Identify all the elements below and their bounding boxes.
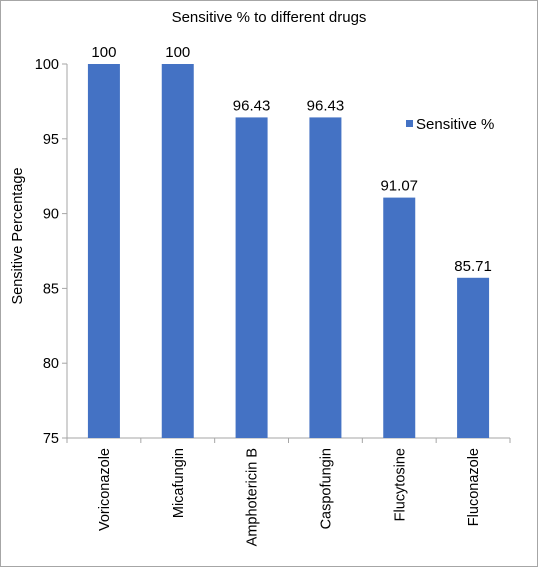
y-tick-label: 75 <box>43 431 59 447</box>
y-axis-label: Sensitive Percentage <box>10 167 26 304</box>
legend-label: Sensitive % <box>416 116 494 133</box>
bar <box>235 117 268 439</box>
category-label: Micafungin <box>171 448 187 518</box>
category-label: Amphotericin B <box>245 448 261 546</box>
bar <box>457 277 490 438</box>
bar <box>161 64 194 438</box>
data-label: 91.07 <box>380 178 418 195</box>
category-label: Fluconazole <box>466 448 482 526</box>
category-label: Caspofungin <box>318 448 334 529</box>
bar-series <box>87 64 490 439</box>
y-tick-label: 80 <box>43 356 59 372</box>
data-label: 96.43 <box>233 97 271 114</box>
bar <box>383 197 416 438</box>
y-tick-label: 95 <box>43 132 59 148</box>
category-label: Voriconazole <box>97 448 113 531</box>
legend-swatch <box>406 120 413 127</box>
data-label: 100 <box>91 44 116 61</box>
y-tick-label: 90 <box>43 207 59 223</box>
bar <box>309 117 342 439</box>
data-labels: 100 100 96.43 96.43 91.07 85.71 <box>91 44 491 275</box>
bar <box>87 64 120 438</box>
y-axis: 75 80 85 90 95 100 <box>35 57 67 447</box>
data-label: 85.71 <box>454 258 492 275</box>
y-tick-label: 85 <box>43 281 59 297</box>
legend: Sensitive % <box>406 116 494 133</box>
x-axis: Voriconazole Micafungin Amphotericin B Casp… <box>66 438 511 546</box>
chart-title: Sensitive % to different drugs <box>172 9 367 26</box>
data-label: 100 <box>165 44 190 61</box>
data-label: 96.43 <box>307 97 345 114</box>
y-tick-label: 100 <box>35 57 59 73</box>
category-label: Flucytosine <box>392 448 408 521</box>
